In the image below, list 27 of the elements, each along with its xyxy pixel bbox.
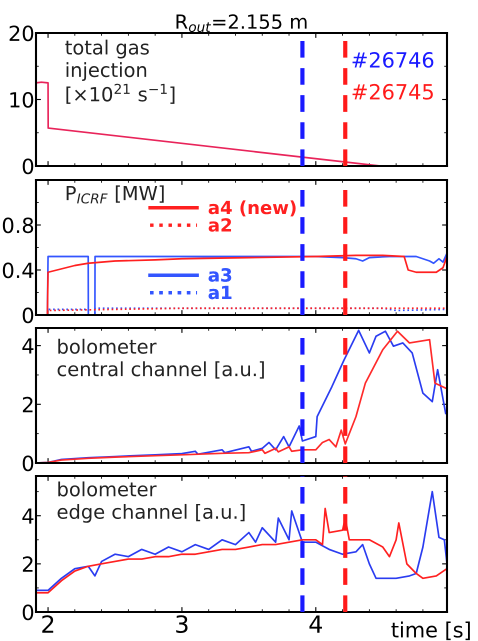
chart-title: R$_{out}$=2.155 m [176,14,307,32]
legend-label: a2 [208,218,232,232]
legend-label: a1 [208,286,232,300]
annotation: bolometer edge channel [a.u.] [58,481,245,523]
annotation: bolometer central channel [a.u.] [58,338,264,379]
x-axis-title: time [s] [391,622,470,640]
y-tick-label: 0 [22,455,34,472]
y-tick-label: 2 [22,556,33,572]
annotation: #26746 [352,52,434,68]
annotation: #26745 [352,84,433,100]
y-tick-label: 20 [10,25,34,42]
y-tick-label: 0 [22,604,34,620]
annotation: P$_{ICRF}$ [MW] [66,185,164,204]
x-tick-label: 3 [176,615,188,634]
x-tick-label: 4 [309,616,322,633]
x-tick-label: 2 [42,615,54,633]
y-tick-label: 10 [10,92,34,108]
legend-label: a4 (new) [208,200,296,216]
y-tick-label: 4 [22,338,34,354]
y-tick-label: 4 [22,508,34,524]
y-tick-label: 0.4 [2,262,34,278]
y-tick-label: 0 [22,158,34,174]
y-tick-label: 2 [22,396,33,412]
annotation: total gas injection [×10$^{21}$ s$^{−1}$] [65,40,174,104]
legend-label: a3 [208,268,232,282]
y-tick-label: 0.8 [2,217,34,234]
y-tick-label: 0 [22,307,34,324]
